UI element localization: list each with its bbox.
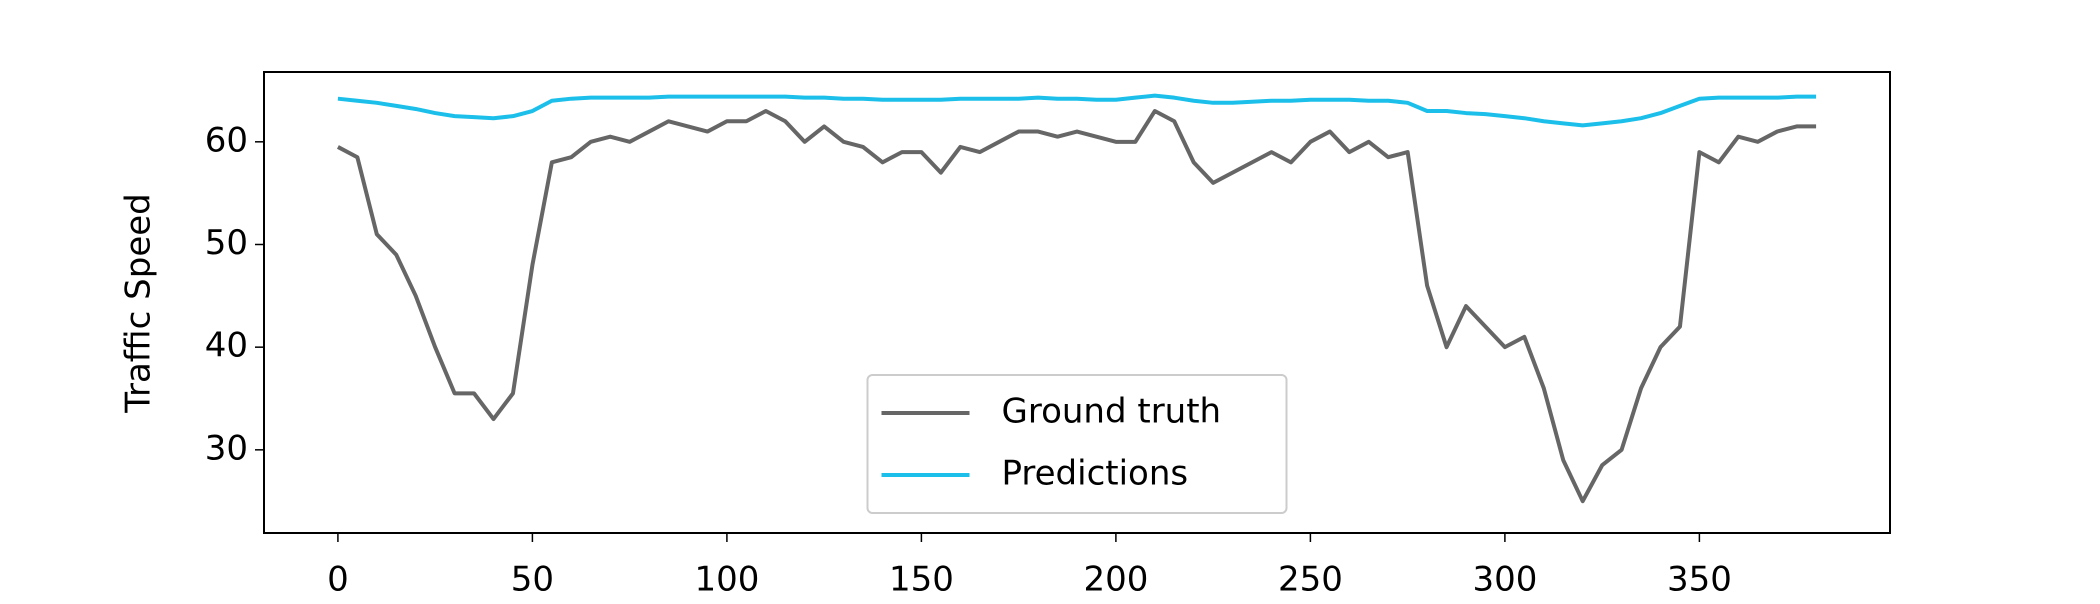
y-axis-label: Traffic Speed [119, 193, 159, 414]
y-tick-label: 30 [205, 428, 248, 468]
y-tick-label: 40 [205, 326, 248, 366]
legend-label: Ground truth [1002, 392, 1222, 432]
x-tick-label: 100 [694, 560, 759, 600]
legend-box [866, 374, 1288, 514]
x-tick-label: 150 [889, 560, 954, 600]
x-tick-label: 250 [1278, 560, 1343, 600]
x-tick-label: 300 [1472, 560, 1537, 600]
x-tick-label: 0 [327, 560, 349, 600]
y-tick-label: 50 [205, 223, 248, 263]
data-line [337, 93, 1817, 128]
data-line [336, 109, 1817, 504]
x-tick-label: 200 [1083, 560, 1148, 600]
x-tick-label: 50 [511, 560, 554, 600]
y-tick-label: 60 [205, 120, 248, 160]
plot-frame [263, 71, 1891, 534]
legend-label: Predictions [1002, 454, 1189, 494]
x-tick-label: 350 [1667, 560, 1732, 600]
